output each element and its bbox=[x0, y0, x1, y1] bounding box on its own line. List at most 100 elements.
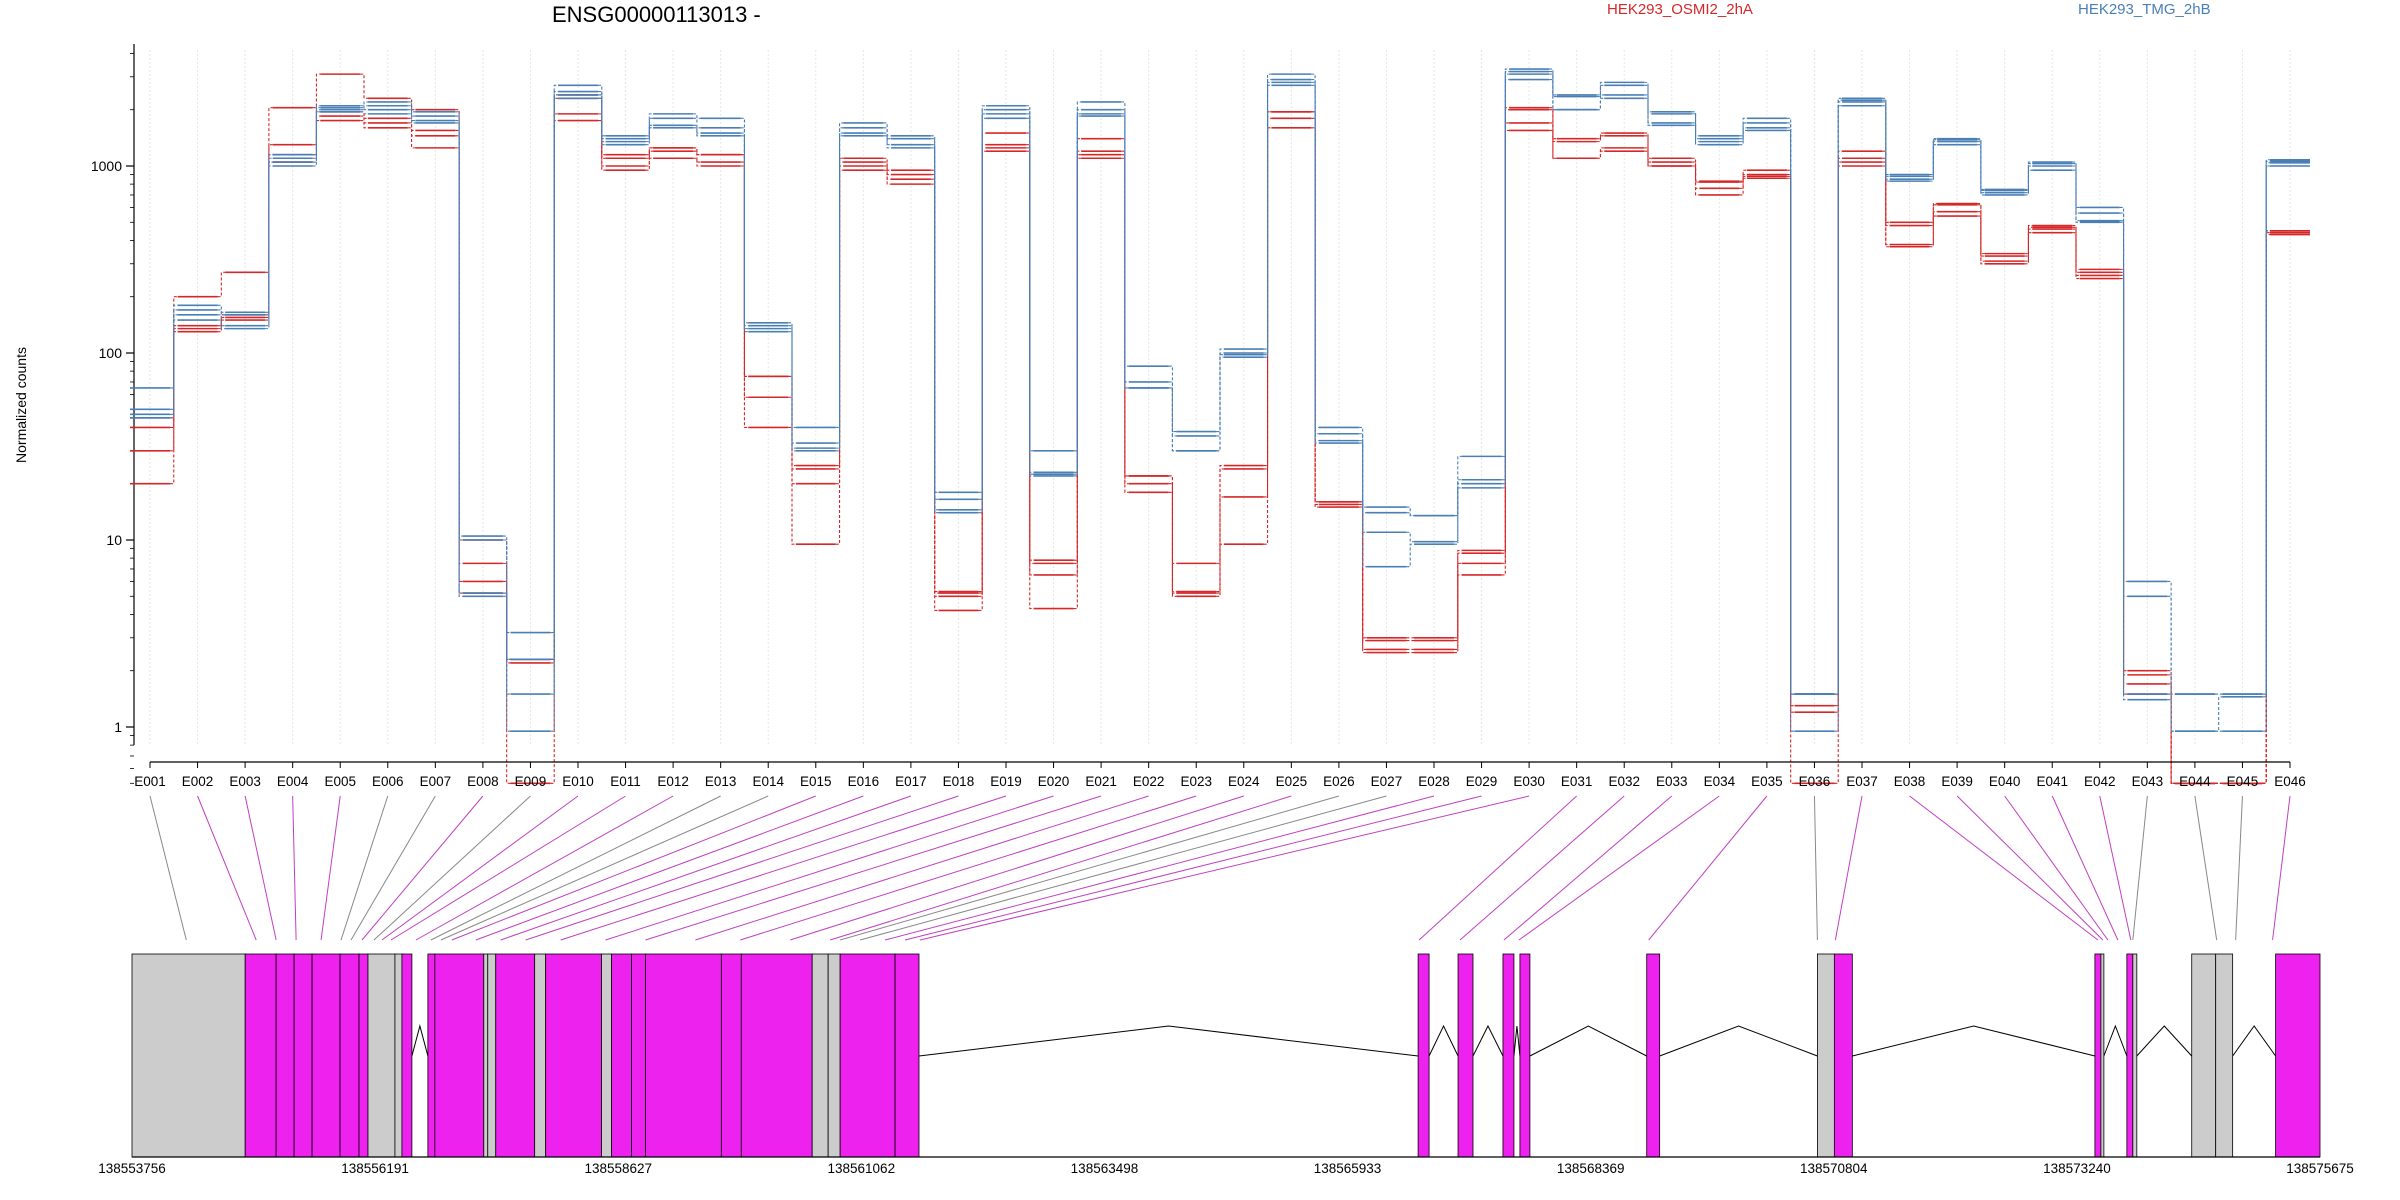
exon-label: E044 bbox=[2179, 774, 2211, 789]
connector-line bbox=[788, 331, 796, 452]
connector-line bbox=[1549, 122, 1557, 159]
connector-line bbox=[1691, 122, 1700, 143]
coordinate-tick-label: 138561062 bbox=[828, 1161, 896, 1176]
connector-line bbox=[740, 165, 749, 428]
connector-line bbox=[550, 94, 559, 695]
connector-line bbox=[978, 113, 987, 511]
exon-box bbox=[601, 953, 612, 1158]
connector-line bbox=[645, 157, 654, 171]
coordinate-tick-label: 138556191 bbox=[341, 1161, 409, 1176]
exon-box bbox=[487, 953, 497, 1158]
connector-line bbox=[1168, 387, 1177, 452]
connector-line bbox=[930, 135, 939, 493]
connector-line bbox=[312, 105, 321, 156]
connector-line bbox=[1121, 113, 1129, 389]
mapping-line bbox=[390, 795, 626, 941]
connector-line bbox=[1834, 101, 1843, 695]
connector-line bbox=[407, 97, 416, 111]
mapping-line bbox=[2235, 795, 2243, 941]
mapping-line bbox=[790, 795, 1244, 941]
mapping-line bbox=[839, 795, 1340, 941]
connector-line bbox=[407, 105, 416, 117]
coordinate-tick-label: 138570804 bbox=[1800, 1161, 1868, 1176]
mapping-line bbox=[1813, 795, 1818, 941]
exon-label: E023 bbox=[1180, 774, 1212, 789]
exon-label: E015 bbox=[800, 774, 832, 789]
connector-line bbox=[1549, 109, 1557, 143]
connector-line bbox=[1881, 157, 1890, 227]
connector-line bbox=[2024, 225, 2033, 255]
exon-label: E042 bbox=[2084, 774, 2116, 789]
exon-box bbox=[2094, 953, 2102, 1158]
gene-model bbox=[131, 953, 2321, 1158]
connector-line bbox=[2072, 232, 2080, 280]
connector-line bbox=[312, 73, 321, 109]
mapping-line bbox=[2132, 795, 2148, 941]
coordinate-tick-label: 138565933 bbox=[1314, 1161, 1382, 1176]
exon-label: E032 bbox=[1608, 774, 1640, 789]
exon-label: E010 bbox=[562, 774, 594, 789]
connector-line bbox=[1739, 127, 1747, 143]
connector-line bbox=[407, 127, 416, 149]
connector-line bbox=[312, 107, 321, 163]
mapping-line bbox=[2272, 795, 2291, 941]
mapping-line bbox=[1834, 795, 1863, 941]
connector-line bbox=[169, 325, 178, 428]
connector-line bbox=[1549, 107, 1557, 140]
exon-box bbox=[483, 953, 489, 1158]
connector-line bbox=[1073, 113, 1082, 475]
connector-line bbox=[693, 150, 701, 163]
mapping-line bbox=[1503, 795, 1673, 941]
connector-line bbox=[597, 120, 606, 171]
connector-line bbox=[1881, 101, 1890, 180]
connector-line bbox=[1263, 117, 1272, 498]
exon-label: E011 bbox=[610, 774, 641, 789]
connector-line bbox=[1834, 161, 1843, 713]
connector-line bbox=[169, 309, 178, 410]
connector-line bbox=[978, 147, 987, 597]
connector-line bbox=[883, 127, 891, 140]
connector-line bbox=[1406, 512, 1415, 517]
connector-line bbox=[1644, 81, 1652, 113]
exon-box bbox=[740, 953, 813, 1158]
connector-line bbox=[312, 111, 321, 167]
connector-line bbox=[1311, 81, 1319, 442]
exon-label: E020 bbox=[1038, 774, 1070, 789]
exon-label: E001 bbox=[134, 774, 166, 789]
intron-line bbox=[918, 1025, 1419, 1057]
connector-line bbox=[2119, 221, 2128, 701]
chart-title: ENSG00000113013 - bbox=[552, 2, 761, 27]
connector-line bbox=[1216, 356, 1224, 452]
connector-line bbox=[2214, 696, 2223, 732]
exon-label: E004 bbox=[277, 774, 309, 789]
intron-line bbox=[2136, 1025, 2193, 1057]
connector-line bbox=[1739, 175, 1747, 189]
intron-line bbox=[1659, 1025, 1818, 1057]
mapping-line bbox=[884, 795, 1435, 941]
exon-box bbox=[244, 953, 277, 1158]
connector-line bbox=[169, 314, 178, 415]
mapping-line bbox=[859, 795, 1387, 941]
mapping-line bbox=[645, 795, 1102, 941]
connector-line bbox=[2167, 595, 2175, 695]
connector-line bbox=[2072, 163, 2080, 214]
mapping-line bbox=[340, 795, 389, 941]
connector-line bbox=[1596, 132, 1605, 140]
connector-line bbox=[360, 107, 368, 111]
exon-label: E002 bbox=[182, 774, 214, 789]
connector-line bbox=[1501, 73, 1510, 485]
mapping-line bbox=[292, 795, 297, 941]
mapping-line bbox=[430, 795, 721, 941]
mapping-line bbox=[361, 795, 484, 941]
mapping-line bbox=[350, 795, 436, 941]
connector-line bbox=[740, 135, 749, 333]
exon-box bbox=[131, 953, 246, 1158]
connector-line bbox=[1929, 202, 1938, 223]
connector-line bbox=[645, 117, 654, 140]
connector-line bbox=[312, 109, 321, 159]
exon-box bbox=[2132, 953, 2138, 1158]
connector-line bbox=[1501, 78, 1510, 489]
connector-line bbox=[360, 105, 368, 111]
connector-line bbox=[2024, 232, 2033, 265]
mapping-line bbox=[381, 795, 579, 941]
